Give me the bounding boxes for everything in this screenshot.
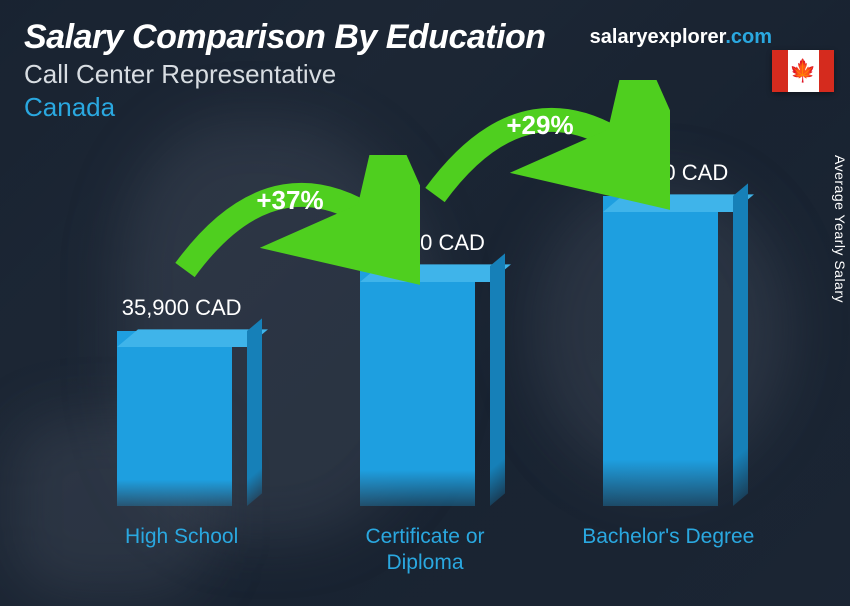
bar-3d bbox=[360, 266, 490, 506]
bar-value: 49,000 CAD bbox=[365, 230, 485, 256]
bar-front-face bbox=[117, 331, 232, 506]
bar-3d bbox=[603, 196, 733, 506]
bar-value: 63,100 CAD bbox=[608, 160, 728, 186]
bar-chart: 35,900 CAD High School 49,000 CAD Certif… bbox=[60, 156, 790, 576]
chart-country: Canada bbox=[24, 92, 826, 123]
brand-name: salaryexplorer bbox=[590, 26, 726, 48]
brand-logo: salaryexplorer.com bbox=[590, 26, 772, 49]
bar-label: Bachelor's Degree bbox=[582, 524, 754, 577]
y-axis-label: Average Yearly Salary bbox=[832, 155, 848, 303]
bar-front-face bbox=[603, 196, 718, 506]
bar-top-face bbox=[360, 264, 511, 282]
flag-center: 🍁 bbox=[788, 50, 819, 92]
flag-band-left bbox=[772, 50, 788, 92]
bar-group-1: 49,000 CAD Certificate or Diploma bbox=[325, 230, 525, 577]
bar-side-face bbox=[247, 318, 262, 506]
bar-group-0: 35,900 CAD High School bbox=[82, 295, 282, 577]
bar-group-2: 63,100 CAD Bachelor's Degree bbox=[568, 160, 768, 577]
bar-side-face bbox=[490, 253, 505, 506]
bar-top-face bbox=[117, 329, 268, 347]
canada-flag-icon: 🍁 bbox=[772, 50, 834, 92]
bar-front-face bbox=[360, 266, 475, 506]
bar-value: 35,900 CAD bbox=[122, 295, 242, 321]
brand-tld: .com bbox=[725, 26, 772, 48]
bar-label: Certificate or Diploma bbox=[325, 524, 525, 577]
bar-3d bbox=[117, 331, 247, 506]
maple-leaf-icon: 🍁 bbox=[789, 60, 816, 82]
bar-side-face bbox=[733, 183, 748, 506]
bar-top-face bbox=[603, 194, 754, 212]
flag-band-right bbox=[819, 50, 835, 92]
bar-label: High School bbox=[125, 524, 238, 577]
chart-subtitle: Call Center Representative bbox=[24, 59, 826, 90]
